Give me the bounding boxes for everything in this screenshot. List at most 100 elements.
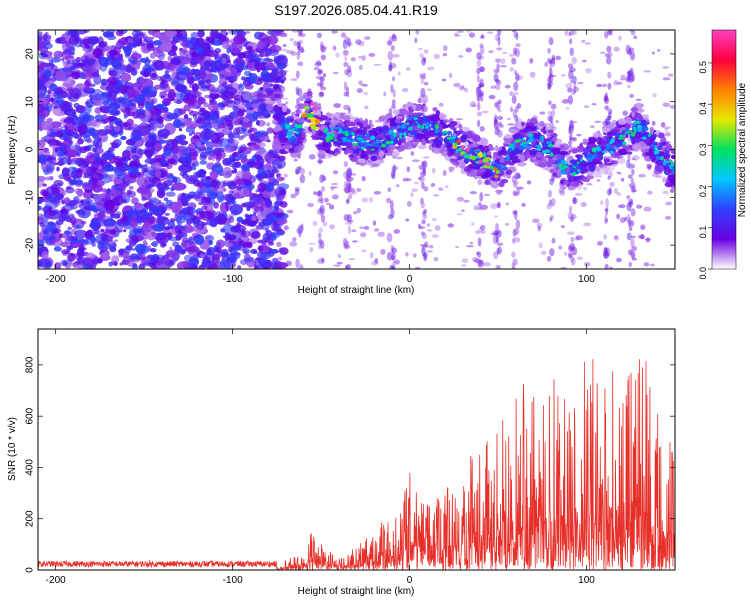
heatmap-cell [164,143,171,150]
heatmap-cell [643,206,652,212]
heatmap-cell [314,130,324,137]
heatmap-cell [514,172,521,180]
heatmap-cell [469,32,476,38]
heatmap-cell [560,266,567,269]
heatmap-cell [627,249,633,256]
heatmap-cell [320,46,328,50]
heatmap-cell [627,70,631,75]
heatmap-cell [631,168,635,176]
heatmap-cell [476,90,482,98]
heatmap-cell [419,244,427,247]
heatmap-cell [391,247,397,254]
heatmap-cell [221,57,227,65]
heatmap-cell [512,258,518,266]
heatmap-cell [420,87,426,98]
heatmap-cell [392,88,396,98]
heatmap-cell [607,71,612,79]
heatmap-cell [608,186,612,194]
heatmap-cell [347,175,351,184]
heatmap-cell [91,72,100,78]
heatmap-cell [604,30,609,39]
heatmap-cell [115,30,124,37]
heatmap-cell [479,43,484,49]
heatmap-cell [280,69,289,73]
heatmap-cell [138,76,145,84]
heatmap-cell [627,84,631,89]
heatmap-cell [418,164,425,170]
heatmap-cell [608,171,613,179]
heatmap-cell [625,146,629,152]
heatmap-cell [387,187,392,193]
heatmap-cell [423,49,429,54]
heatmap-cell [127,42,134,51]
heatmap-cell [318,244,322,249]
heatmap-cell [337,254,341,259]
heatmap-cell [537,225,541,232]
heatmap-cell [346,41,353,46]
heatmap-cell [626,214,631,224]
heatmap-cell [433,194,439,197]
heatmap-cell [41,207,47,212]
heatmap-cell [515,172,521,179]
heatmap-cell [352,211,358,215]
heatmap-cell [607,175,611,180]
heatmap-cell [49,83,58,92]
heatmap-cell [135,202,144,212]
heatmap-cell [320,240,325,250]
heatmap-cell [630,178,634,183]
heatmap-cell [319,204,325,215]
heatmap-cell [395,184,400,188]
heatmap-cell [475,251,480,256]
heatmap-cell [528,125,537,132]
heatmap-cell [494,101,498,108]
heatmap-cell [606,115,613,119]
heatmap-cell [331,30,338,34]
heatmap-cell [209,30,220,40]
heatmap-cell [453,82,461,88]
heatmap-cell [196,186,204,196]
heatmap-cell [343,91,348,97]
heatmap-cell [567,253,573,259]
heatmap-cell [659,165,665,171]
heatmap-cell [320,196,324,204]
heatmap-cell [647,190,653,195]
heatmap-cell [262,190,272,199]
heatmap-cell [230,197,234,201]
heatmap-cell [123,198,127,204]
heatmap-cell [568,249,573,259]
heatmap-cell [664,126,671,130]
heatmap-cell [315,191,322,197]
heatmap-cell [200,210,213,221]
heatmap-cell [361,176,366,182]
heatmap-cell [63,197,71,204]
heatmap-cell [196,224,202,229]
heatmap-cell [419,175,425,184]
heatmap-cell [333,103,342,108]
heatmap-cell [277,260,281,265]
heatmap-cell [504,223,510,226]
heatmap-cell [431,167,436,174]
heatmap-cell [522,128,531,133]
heatmap-cell [130,68,138,76]
heatmap-cell [345,199,350,205]
heatmap-cell [469,191,477,195]
heatmap-cell [306,90,313,97]
heatmap-cell [220,184,226,189]
heatmap-cell [361,83,368,87]
heatmap-cell [420,231,426,236]
heatmap-cell [95,118,103,123]
heatmap-cell [233,34,246,45]
heatmap-cell [343,149,349,155]
heatmap-cell [156,216,170,226]
heatmap-cell [540,128,546,133]
heatmap-cell [166,232,173,238]
heatmap-cell [81,164,90,176]
heatmap-cell [504,84,511,89]
heatmap-cell [494,33,501,42]
heatmap-cell [345,265,349,269]
heatmap-cell [547,76,552,85]
heatmap-cell [179,48,190,58]
heatmap-cell [177,108,187,115]
heatmap-cell [75,210,80,214]
heatmap-cell [579,142,583,150]
